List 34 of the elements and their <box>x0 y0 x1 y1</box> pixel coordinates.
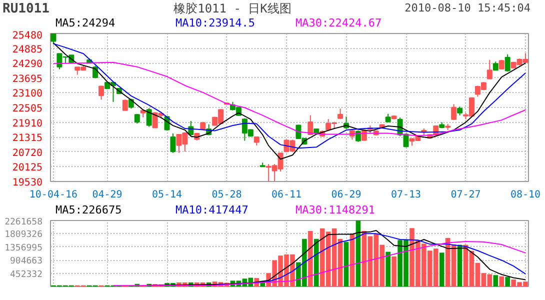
y-tick-label: 25480 <box>12 30 43 42</box>
y-tick-label: 24290 <box>12 59 43 70</box>
y-tick-label: 24885 <box>12 44 43 56</box>
y-tick-label: 23695 <box>12 74 43 85</box>
text: MA5:226675 <box>56 204 122 216</box>
y-tick-label: 21910 <box>12 118 43 130</box>
x-tick-label: 06-29 <box>331 190 362 200</box>
y-tick-label: 21315 <box>12 133 43 144</box>
text: MA10:23914.5 <box>176 16 255 30</box>
y-tick-label: 452332 <box>10 270 43 280</box>
text: MA30:22424.67 <box>296 16 382 30</box>
chart-subtitle: 橡胶1011 - 日K线图 <box>174 2 292 16</box>
x-tick-label: 05-28 <box>212 190 242 200</box>
x-tick-label: 06-11 <box>271 190 302 200</box>
text: MA10:417447 <box>176 204 248 216</box>
series-label: MA5:24294 <box>56 16 116 30</box>
y-tick-label: 20720 <box>12 148 43 159</box>
x-tick-label: 08-10 <box>510 190 541 200</box>
y-tick-label: 1809326 <box>4 230 43 240</box>
chart-title: RU1011 <box>2 2 50 16</box>
text: MA30:1148291 <box>296 204 375 216</box>
y-tick-label: 23100 <box>12 88 43 100</box>
x-tick-label: 04-29 <box>92 190 122 200</box>
y-tick-label: 20125 <box>12 162 43 174</box>
y-tick-label: 1356995 <box>4 243 43 254</box>
y-tick-label: 2261658 <box>4 218 43 228</box>
y-tick-label: 22505 <box>12 104 43 114</box>
x-tick-label: 05-14 <box>152 190 182 200</box>
x-tick-label: 07-27 <box>450 190 481 200</box>
y-tick-label: 904663 <box>10 256 43 267</box>
y-tick-label: 19530 <box>12 178 43 188</box>
text: 2010-08-10 15:45:04 <box>404 2 531 14</box>
x-tick-label: 10-04-16 <box>29 190 78 200</box>
x-tick-label: 07-13 <box>390 190 422 200</box>
